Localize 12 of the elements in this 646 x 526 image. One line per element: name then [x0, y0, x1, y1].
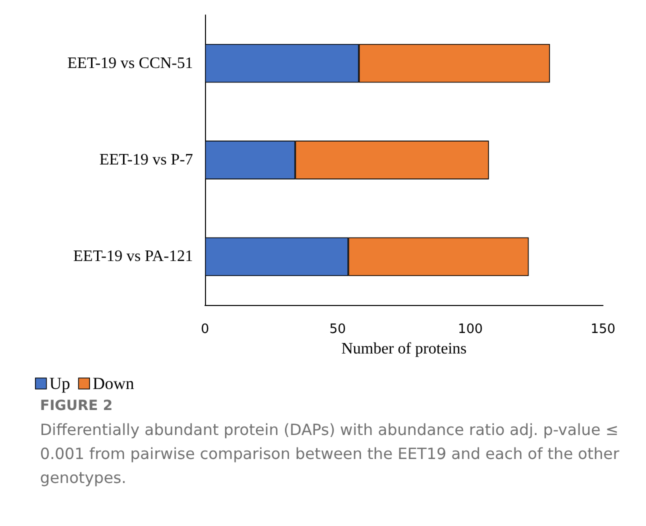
legend-label: Down: [92, 374, 135, 393]
y-tick-label: EET-19 vs P-7: [99, 152, 193, 168]
x-tick-label: 50: [329, 322, 346, 337]
text: Differentially abundant protein (DAPs) with abundance ratio adj. p-value ≤ 0.001 from pairwise comparison between the EET19 and each of the other genotypes.: [40, 420, 620, 489]
y-tick-label: EET-19 vs PA-121: [73, 248, 193, 266]
legend-label: Up: [49, 374, 70, 393]
y-tick-label: EET-19 vs CCN-51: [67, 54, 193, 72]
x-tick-label: 0: [200, 322, 210, 337]
x-tick-label: 150: [590, 322, 616, 337]
x-axis-title: Number of proteins: [341, 340, 467, 358]
caption: FIGURE 2: [40, 398, 114, 414]
x-tick-label: 100: [458, 322, 483, 337]
